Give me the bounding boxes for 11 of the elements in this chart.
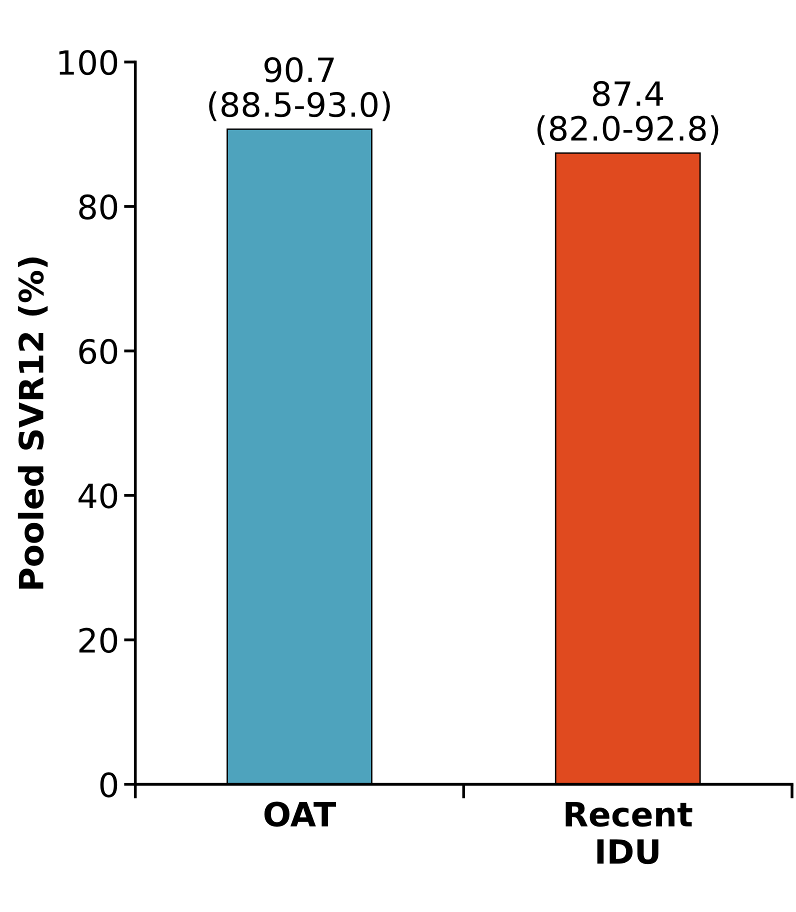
y-tick-label: 100 (59, 50, 118, 76)
y-tick-label: 80 (79, 194, 118, 220)
data-label: 90.7 (88.5-93.0) (209, 57, 390, 122)
y-tick-label: 40 (78, 483, 118, 509)
x-tick-label: Recent IDU (566, 802, 692, 864)
y-tick-label: 60 (79, 338, 118, 364)
y-tick-label: 0 (100, 772, 118, 798)
x-tick-label: OAT (264, 802, 336, 827)
y-axis-title: Pooled SVR12 (%) (18, 258, 48, 589)
data-label: 87.4 (82.0-92.8) (537, 81, 718, 145)
y-tick-label: 20 (79, 628, 118, 653)
